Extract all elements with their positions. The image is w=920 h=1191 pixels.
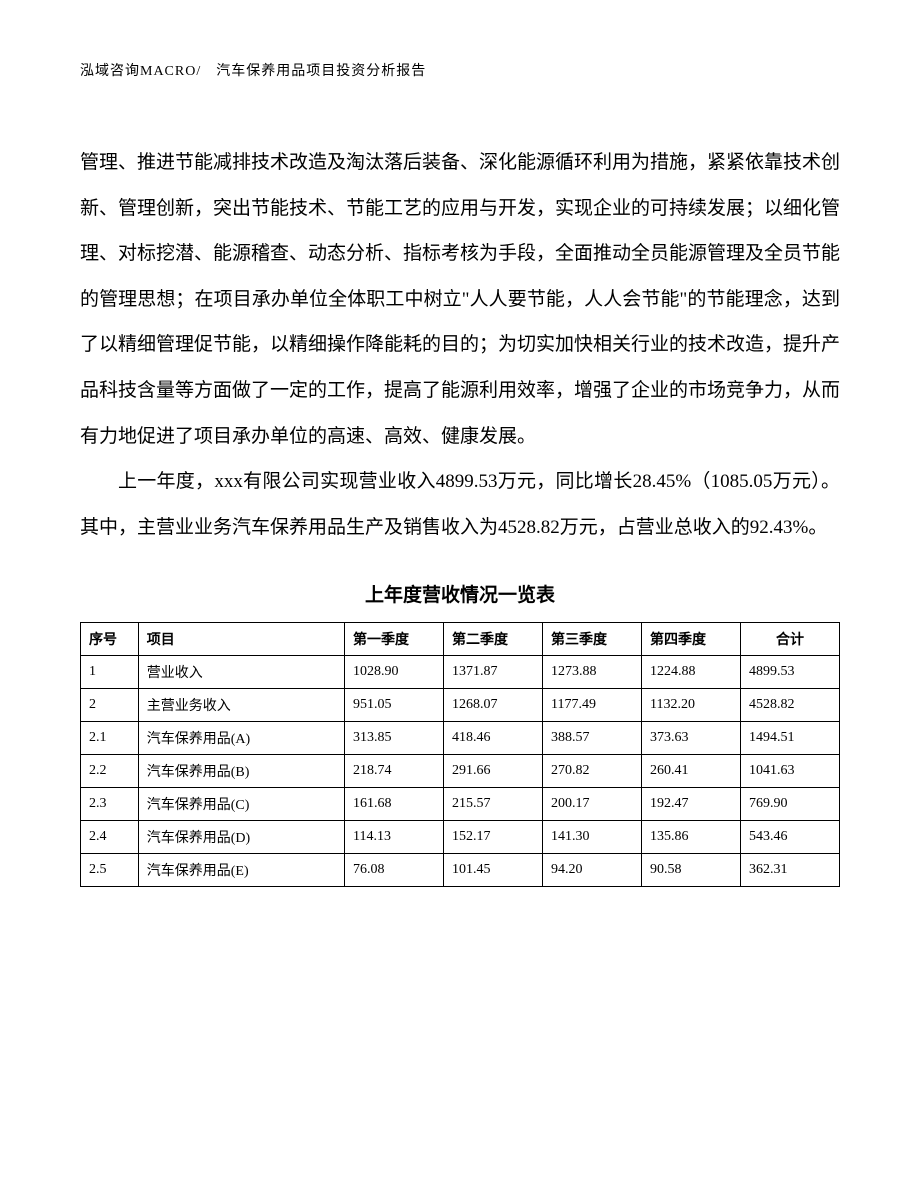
cell-q1: 951.05: [344, 689, 443, 722]
cell-q2: 1371.87: [443, 656, 542, 689]
cell-q4: 260.41: [641, 755, 740, 788]
cell-q1: 1028.90: [344, 656, 443, 689]
cell-seq: 1: [81, 656, 139, 689]
cell-q4: 1224.88: [641, 656, 740, 689]
paragraph-1: 管理、推进节能减排技术改造及淘汰落后装备、深化能源循环利用为措施，紧紧依靠技术创…: [80, 140, 840, 459]
revenue-table: 序号 项目 第一季度 第二季度 第三季度 第四季度 合计 1 营业收入 1028…: [80, 622, 840, 887]
cell-item: 主营业务收入: [138, 689, 344, 722]
cell-q2: 418.46: [443, 722, 542, 755]
col-header-seq: 序号: [81, 623, 139, 656]
cell-q2: 152.17: [443, 821, 542, 854]
cell-item: 汽车保养用品(D): [138, 821, 344, 854]
table-header-row: 序号 项目 第一季度 第二季度 第三季度 第四季度 合计: [81, 623, 840, 656]
cell-item: 汽车保养用品(C): [138, 788, 344, 821]
col-header-q2: 第二季度: [443, 623, 542, 656]
cell-item: 汽车保养用品(A): [138, 722, 344, 755]
table-row: 2.4 汽车保养用品(D) 114.13 152.17 141.30 135.8…: [81, 821, 840, 854]
cell-q2: 215.57: [443, 788, 542, 821]
cell-item: 汽车保养用品(E): [138, 854, 344, 887]
cell-q2: 101.45: [443, 854, 542, 887]
cell-q4: 135.86: [641, 821, 740, 854]
cell-total: 4899.53: [740, 656, 839, 689]
cell-q3: 94.20: [542, 854, 641, 887]
cell-q3: 1273.88: [542, 656, 641, 689]
table-row: 2.3 汽车保养用品(C) 161.68 215.57 200.17 192.4…: [81, 788, 840, 821]
cell-total: 1494.51: [740, 722, 839, 755]
cell-seq: 2.3: [81, 788, 139, 821]
cell-total: 543.46: [740, 821, 839, 854]
cell-item: 营业收入: [138, 656, 344, 689]
col-header-q4: 第四季度: [641, 623, 740, 656]
cell-q2: 291.66: [443, 755, 542, 788]
cell-q1: 161.68: [344, 788, 443, 821]
cell-total: 4528.82: [740, 689, 839, 722]
cell-q1: 313.85: [344, 722, 443, 755]
table-row: 1 营业收入 1028.90 1371.87 1273.88 1224.88 4…: [81, 656, 840, 689]
cell-seq: 2.2: [81, 755, 139, 788]
cell-q4: 373.63: [641, 722, 740, 755]
table-row: 2.2 汽车保养用品(B) 218.74 291.66 270.82 260.4…: [81, 755, 840, 788]
body-content: 管理、推进节能减排技术改造及淘汰落后装备、深化能源循环利用为措施，紧紧依靠技术创…: [80, 140, 840, 550]
header-text: 泓域咨询MACRO/ 汽车保养用品项目投资分析报告: [80, 64, 426, 79]
cell-q1: 114.13: [344, 821, 443, 854]
cell-q3: 200.17: [542, 788, 641, 821]
cell-total: 1041.63: [740, 755, 839, 788]
cell-seq: 2: [81, 689, 139, 722]
cell-q1: 218.74: [344, 755, 443, 788]
cell-seq: 2.1: [81, 722, 139, 755]
cell-q4: 90.58: [641, 854, 740, 887]
table-row: 2 主营业务收入 951.05 1268.07 1177.49 1132.20 …: [81, 689, 840, 722]
col-header-q1: 第一季度: [344, 623, 443, 656]
col-header-item: 项目: [138, 623, 344, 656]
cell-item: 汽车保养用品(B): [138, 755, 344, 788]
cell-q3: 388.57: [542, 722, 641, 755]
table-row: 2.1 汽车保养用品(A) 313.85 418.46 388.57 373.6…: [81, 722, 840, 755]
cell-q4: 1132.20: [641, 689, 740, 722]
cell-q2: 1268.07: [443, 689, 542, 722]
cell-seq: 2.4: [81, 821, 139, 854]
cell-q3: 1177.49: [542, 689, 641, 722]
table-row: 2.5 汽车保养用品(E) 76.08 101.45 94.20 90.58 3…: [81, 854, 840, 887]
cell-total: 769.90: [740, 788, 839, 821]
cell-seq: 2.5: [81, 854, 139, 887]
cell-q3: 270.82: [542, 755, 641, 788]
page-header: 泓域咨询MACRO/ 汽车保养用品项目投资分析报告: [80, 60, 840, 80]
cell-q4: 192.47: [641, 788, 740, 821]
cell-q1: 76.08: [344, 854, 443, 887]
table-title: 上年度营收情况一览表: [80, 580, 840, 607]
col-header-q3: 第三季度: [542, 623, 641, 656]
cell-q3: 141.30: [542, 821, 641, 854]
col-header-total: 合计: [740, 623, 839, 656]
cell-total: 362.31: [740, 854, 839, 887]
paragraph-2: 上一年度，xxx有限公司实现营业收入4899.53万元，同比增长28.45%（1…: [80, 459, 840, 550]
